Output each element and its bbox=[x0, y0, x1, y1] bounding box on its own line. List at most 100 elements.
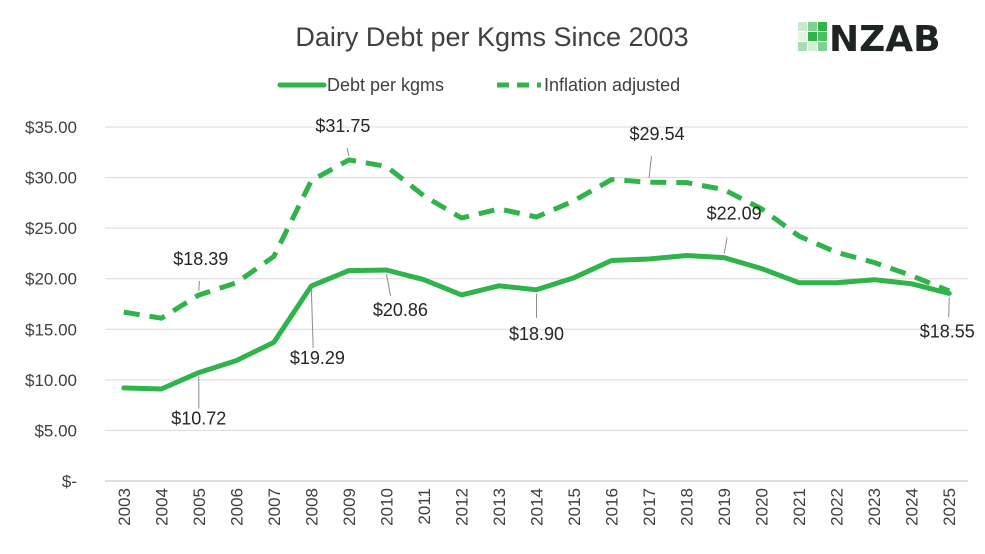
data-label: $31.75 bbox=[315, 116, 370, 136]
data-label-leader bbox=[346, 147, 350, 156]
data-point bbox=[459, 216, 463, 220]
data-label-leader bbox=[385, 273, 392, 297]
data-point bbox=[685, 253, 689, 257]
y-tick-label: $5.00 bbox=[34, 421, 77, 440]
data-point bbox=[497, 284, 501, 288]
data-label-leader bbox=[948, 297, 950, 318]
x-tick-label: 2004 bbox=[152, 488, 171, 526]
x-tick-label: 2008 bbox=[302, 488, 321, 526]
x-tick-label: 2020 bbox=[753, 488, 772, 526]
legend-item-inflation: Inflation adjusted bbox=[497, 75, 680, 95]
data-point bbox=[309, 284, 313, 288]
data-label: $19.29 bbox=[290, 348, 345, 368]
series-line-debt-per-kgms bbox=[121, 253, 952, 392]
data-label: $18.90 bbox=[509, 324, 564, 344]
data-point bbox=[347, 158, 351, 162]
x-tick-label: 2015 bbox=[565, 488, 584, 526]
data-point bbox=[722, 188, 726, 192]
y-tick-label: $15.00 bbox=[25, 320, 77, 339]
x-tick-label: 2025 bbox=[940, 488, 959, 526]
legend: Debt per kgms Inflation adjusted bbox=[277, 75, 680, 95]
data-point bbox=[159, 387, 163, 391]
x-tick-label: 2005 bbox=[190, 488, 209, 526]
y-tick-label: $20.00 bbox=[25, 270, 77, 289]
data-label: $20.86 bbox=[373, 300, 428, 320]
y-tick-label: $35.00 bbox=[25, 118, 77, 137]
x-tick-label: 2016 bbox=[603, 488, 622, 526]
data-point bbox=[647, 180, 651, 184]
series-line-inflation-adjusted bbox=[123, 157, 951, 321]
x-tick-label: 2018 bbox=[678, 488, 697, 526]
x-tick-label: 2009 bbox=[340, 488, 359, 526]
data-point bbox=[535, 215, 539, 219]
data-point bbox=[422, 194, 426, 198]
data-point bbox=[535, 288, 539, 292]
data-point bbox=[947, 289, 951, 293]
data-point bbox=[272, 340, 276, 344]
data-label: $22.09 bbox=[707, 204, 762, 224]
data-label: $18.55 bbox=[920, 321, 975, 341]
data-point bbox=[384, 268, 388, 272]
data-point bbox=[572, 276, 576, 280]
x-tick-label: 2017 bbox=[640, 488, 659, 526]
data-label: $10.72 bbox=[171, 409, 226, 429]
data-point bbox=[872, 278, 876, 282]
x-tick-label: 2003 bbox=[115, 488, 134, 526]
data-point bbox=[647, 257, 651, 261]
x-tick-label: 2010 bbox=[377, 488, 396, 526]
data-point bbox=[459, 293, 463, 297]
data-point bbox=[610, 178, 614, 182]
data-point bbox=[384, 164, 388, 168]
logo: NZAB bbox=[798, 19, 941, 60]
data-label-leader bbox=[648, 156, 652, 179]
data-label: $18.39 bbox=[173, 249, 228, 269]
data-point bbox=[422, 278, 426, 282]
data-point bbox=[197, 371, 201, 375]
data-labels: $10.72 $19.29 $20.86 $18.90 $22.09 $18.55 $18.… bbox=[171, 116, 974, 429]
legend-label-inflation: Inflation adjusted bbox=[544, 75, 680, 95]
data-point bbox=[872, 261, 876, 265]
x-tick-label: 2024 bbox=[903, 488, 922, 526]
data-point bbox=[159, 316, 163, 320]
x-tick-label: 2023 bbox=[865, 488, 884, 526]
y-axis-ticks: $- $5.00 $10.00 $15.00 $20.00 $25.00 $30.00 $35… bbox=[25, 118, 77, 491]
x-tick-label: 2021 bbox=[790, 488, 809, 526]
data-point bbox=[234, 359, 238, 363]
x-tick-label: 2014 bbox=[528, 488, 547, 526]
x-tick-label: 2012 bbox=[452, 488, 471, 526]
y-tick-label: $30.00 bbox=[25, 169, 77, 188]
data-point bbox=[309, 179, 313, 183]
logo-text: NZAB bbox=[829, 19, 941, 60]
x-tick-label: 2019 bbox=[715, 488, 734, 526]
data-label-leader bbox=[310, 289, 314, 348]
data-point bbox=[197, 293, 201, 297]
y-tick-label: $- bbox=[62, 472, 77, 491]
x-tick-label: 2007 bbox=[265, 488, 284, 526]
series-lines bbox=[121, 157, 952, 392]
data-point bbox=[234, 281, 238, 285]
data-point bbox=[910, 274, 914, 278]
y-tick-label: $25.00 bbox=[25, 219, 77, 238]
data-point bbox=[272, 254, 276, 258]
legend-label-debt: Debt per kgms bbox=[327, 75, 444, 95]
data-point bbox=[797, 281, 801, 285]
legend-item-debt: Debt per kgms bbox=[277, 75, 444, 95]
data-label-leader bbox=[198, 280, 200, 292]
data-point bbox=[572, 199, 576, 203]
x-tick-label: 2011 bbox=[415, 488, 434, 525]
data-label: $29.54 bbox=[630, 124, 685, 144]
logo-mark-icon bbox=[798, 22, 827, 51]
data-label-leader bbox=[723, 237, 728, 254]
data-point bbox=[910, 282, 914, 286]
x-tick-label: 2006 bbox=[227, 488, 246, 526]
data-point bbox=[347, 269, 351, 273]
data-point bbox=[722, 256, 726, 260]
x-tick-label: 2013 bbox=[490, 488, 509, 526]
x-axis-ticks: 2003 2004 2005 2006 2007 2008 2009 2010 2011 2012… bbox=[115, 488, 959, 526]
data-point bbox=[122, 386, 126, 390]
data-point bbox=[760, 267, 764, 271]
data-point bbox=[685, 181, 689, 185]
gridlines bbox=[105, 126, 968, 482]
data-point bbox=[835, 250, 839, 254]
